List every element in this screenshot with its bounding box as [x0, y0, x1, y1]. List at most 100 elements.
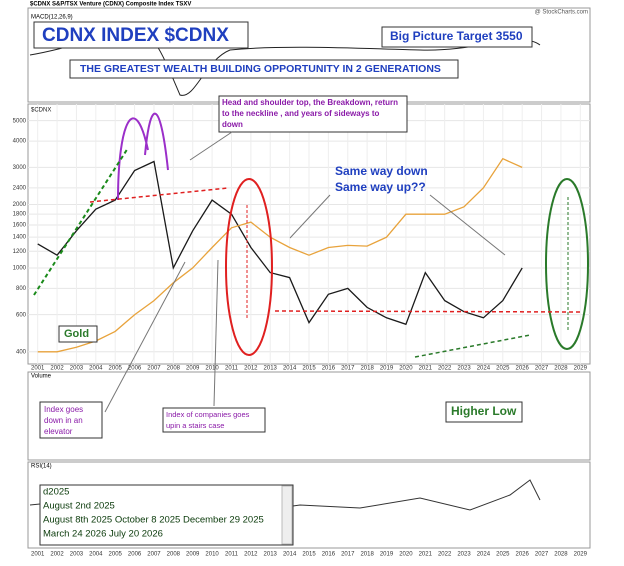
target: Big Picture Target 3550 [390, 29, 523, 43]
hs-text: to the neckline , and years of sideways … [222, 109, 379, 118]
same-way-text: Same way up?? [335, 180, 426, 194]
scrollbar[interactable] [281, 485, 293, 545]
macd-label: MACD(12,26,9) [31, 15, 73, 21]
elevator-text: elevator [44, 427, 73, 436]
hs-arcs [117, 112, 169, 201]
pointer-line [289, 194, 331, 239]
neckline [89, 187, 229, 203]
y-tick-label: 800 [16, 286, 27, 292]
x-tick-label: 2015 [302, 366, 316, 372]
x-tick-label: 2009 [186, 552, 200, 558]
x-tick-label: 2013 [264, 366, 278, 372]
x-tick-label: 2002 [50, 366, 64, 372]
x-tick-label: 2015 [302, 552, 316, 558]
stairs-text: upin a stairs case [166, 421, 224, 430]
y-tick-label: 1600 [13, 223, 27, 229]
elevator-text: down in an [44, 416, 83, 425]
x-tick-label: 2020 [399, 552, 413, 558]
x-tick-label: 2022 [438, 366, 452, 372]
volume-label: Volume [31, 374, 52, 380]
x-tick-label: 2029 [574, 366, 588, 372]
pointer-line [189, 131, 233, 161]
x-tick-label: 2017 [341, 552, 355, 558]
y-tick-label: 400 [16, 349, 27, 355]
pointer-line [429, 194, 506, 256]
support-line [274, 310, 581, 313]
x-tick-label: 2029 [574, 552, 588, 558]
y-tick-label: 1000 [13, 266, 27, 272]
date-line: d2025 [43, 487, 69, 498]
x-tick-label: 2028 [554, 366, 568, 372]
rsi-label: RSI(14) [31, 464, 52, 470]
x-tick-label: 2009 [186, 366, 200, 372]
x-tick-label: 2025 [496, 366, 510, 372]
x-tick-label: 2023 [457, 552, 471, 558]
elevator-box [39, 401, 103, 439]
x-tick-label: 2001 [31, 366, 45, 372]
date-line: March 24 2026 July 20 2026 [43, 529, 163, 540]
x-tick-label: 2026 [515, 366, 529, 372]
x-tick-label: 2010 [205, 552, 219, 558]
rise-arrow [33, 147, 129, 296]
higher-low-line [414, 334, 531, 358]
gold-box [58, 325, 98, 343]
x-tick-label: 2007 [147, 552, 161, 558]
date-line: August 2nd 2025 [43, 501, 115, 512]
elevator-text: Index goes [44, 405, 83, 414]
y-tick-label: 2400 [13, 185, 27, 191]
date-box [39, 484, 294, 546]
y-tick-label: 3000 [13, 165, 27, 171]
hs-box [218, 95, 408, 133]
y-tick-label: 600 [16, 312, 27, 318]
x-tick-label: 2025 [496, 552, 510, 558]
x-tick-label: 2005 [109, 552, 123, 558]
pointer-line [213, 259, 219, 407]
higher-low: Higher Low [451, 404, 517, 418]
x-tick-label: 2021 [419, 366, 433, 372]
x-tick-label: 2018 [360, 552, 374, 558]
title-box [33, 21, 249, 49]
x-tick-label: 2022 [438, 552, 452, 558]
higher-low-box [445, 401, 523, 423]
subtitle-box [69, 59, 459, 79]
legend-entry: $CDNX [31, 108, 51, 114]
x-tick-label: 2012 [244, 366, 258, 372]
x-tick-label: 2012 [244, 552, 258, 558]
x-tick-label: 2024 [477, 366, 491, 372]
x-tick-label: 2017 [341, 366, 355, 372]
date-line: August 8th 2025 October 8 2025 December … [43, 515, 264, 526]
series-line [37, 157, 523, 353]
x-tick-label: 2028 [554, 552, 568, 558]
y-tick-label: 2000 [13, 202, 27, 208]
x-tick-label: 2006 [128, 552, 142, 558]
x-tick-label: 2011 [225, 552, 239, 558]
y-tick-label: 1800 [13, 212, 27, 218]
x-tick-label: 2027 [535, 552, 549, 558]
x-tick-label: 2010 [205, 366, 219, 372]
y-tick-label: 1200 [13, 249, 27, 255]
x-tick-label: 2020 [399, 366, 413, 372]
x-tick-label: 2014 [283, 366, 297, 372]
symbol-header: $CDNX S&P/TSX Venture (CDNX) Composite I… [30, 2, 191, 8]
x-tick-label: 2011 [225, 366, 239, 372]
x-tick-label: 2026 [515, 552, 529, 558]
target-box [381, 26, 533, 48]
x-tick-label: 2003 [70, 366, 84, 372]
x-tick-label: 2021 [419, 552, 433, 558]
down-ellipse [225, 178, 273, 356]
x-tick-label: 2007 [147, 366, 161, 372]
x-tick-label: 2014 [283, 552, 297, 558]
up-ellipse [545, 178, 589, 350]
subtitle: THE GREATEST WEALTH BUILDING OPPORTUNITY… [80, 63, 441, 75]
x-tick-label: 2004 [89, 552, 103, 558]
x-tick-label: 2003 [70, 552, 84, 558]
x-tick-label: 2023 [457, 366, 471, 372]
x-tick-label: 2006 [128, 366, 142, 372]
x-tick-label: 2002 [50, 552, 64, 558]
y-tick-label: 4000 [13, 139, 27, 145]
x-tick-label: 2019 [380, 552, 394, 558]
x-tick-label: 2019 [380, 366, 394, 372]
source: @ StockCharts.com [535, 10, 588, 16]
x-tick-label: 2024 [477, 552, 491, 558]
